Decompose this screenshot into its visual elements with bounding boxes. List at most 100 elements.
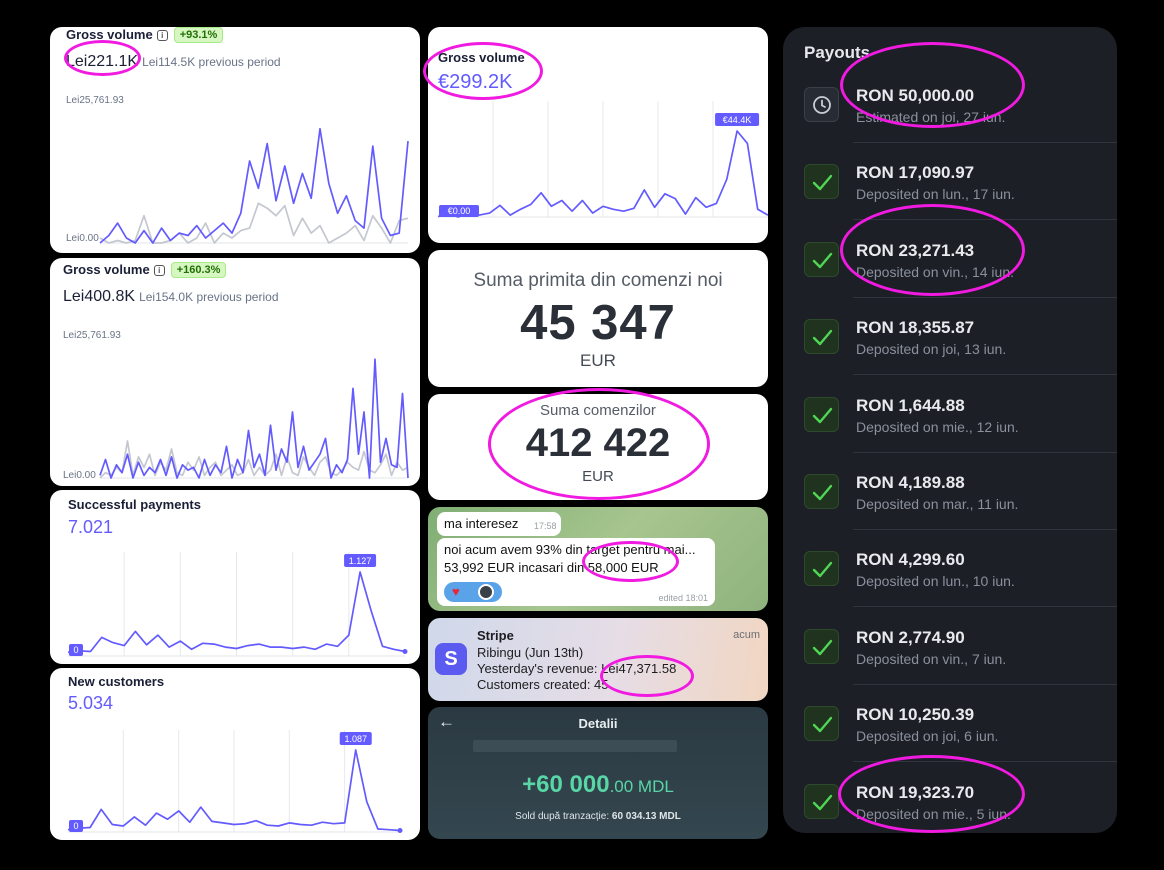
end-point [402, 649, 408, 655]
change-badge: +93.1% [173, 27, 224, 43]
stripe-logo-icon: S [435, 643, 467, 675]
y-min-label: Lei0.00 [63, 470, 96, 481]
gross-volume-card-2[interactable]: Gross volume i +160.3% Lei400.8K Lei154.0K … [50, 258, 420, 486]
payout-amount: RON 1,644.88 [856, 395, 965, 415]
check-icon [804, 474, 839, 509]
clock-icon [804, 87, 839, 122]
svg-text:0: 0 [73, 645, 78, 655]
check-icon [804, 628, 839, 664]
sum-new-currency: EUR [580, 351, 616, 370]
previous-period: Lei154.0K previous period [139, 290, 279, 304]
series-line-customers [67, 749, 401, 832]
payout-amount: RON 23,271.43 [856, 240, 975, 260]
chat-message-1: ma interesez [444, 516, 519, 531]
gross-volume-eur-card[interactable]: Gross volume €299.2K €44.4K €0.00 [428, 27, 768, 243]
sum-new-value: 45 347 [520, 296, 676, 350]
row-divider [853, 296, 1117, 298]
payout-status: Estimated on joi, 27 iun. [856, 109, 1006, 125]
payout-row[interactable]: RON 50,000.00 Estimated on joi, 27 iun. [783, 66, 1117, 143]
new-customers-card[interactable]: New customers 5.034 1.087 0 [50, 668, 420, 840]
payout-status: Deposited on joi, 6 iun. [856, 728, 999, 745]
series-line-current [99, 358, 409, 479]
sum-orders-value: 412 422 [525, 421, 671, 465]
notification-line-2: Yesterday's revenue: Lei47,371.58 [477, 661, 677, 676]
check-icon [804, 241, 839, 277]
payout-row[interactable]: RON 18,355.87 Deposited on joi, 13 iun. [783, 298, 1117, 376]
payout-status: Deposited on mar., 11 iun. [856, 496, 1019, 512]
chat-time-1: 17:58 [534, 521, 557, 531]
payout-amount: RON 17,090.97 [856, 163, 975, 183]
y-max-label: Lei25,761.93 [63, 330, 121, 341]
card-title: Gross volume i +160.3% [63, 262, 227, 278]
payout-row[interactable]: RON 1,644.88 Deposited on mie., 12 iun. [783, 376, 1117, 453]
sum-new-title: Suma primita din comenzi noi [473, 270, 723, 291]
payout-row[interactable]: RON 2,774.90 Deposited on vin., 7 iun. [783, 608, 1117, 685]
payout-row[interactable]: RON 17,090.97 Deposited on lun., 17 iun. [783, 143, 1117, 221]
stripe-notification[interactable]: S Stripe acum Ribingu (Jun 13th) Yesterd… [428, 618, 768, 701]
svg-text:0: 0 [73, 821, 78, 831]
bank-title: Detalii [578, 716, 618, 731]
payout-row[interactable]: RON 19,323.70 Deposited on mie., 5 iun. [783, 763, 1117, 833]
payout-amount: RON 19,323.70 [856, 782, 975, 802]
row-divider [853, 761, 1117, 763]
payout-amount: RON 2,774.90 [856, 627, 965, 647]
info-icon[interactable]: i [153, 265, 165, 276]
series-line-current [99, 127, 409, 244]
payout-status: Deposited on lun., 17 iun. [856, 186, 1015, 203]
payouts-panel[interactable]: Payouts RON 50,000.00 Estimated on joi, 2… [783, 27, 1117, 833]
reaction-pill[interactable]: ♥ [444, 582, 502, 602]
chat-bubble-2[interactable]: noi acum avem 93% din target pentru mai.… [437, 538, 715, 606]
notification-line-1: Ribingu (Jun 13th) [477, 645, 584, 660]
svg-text:1.087: 1.087 [344, 734, 367, 744]
row-divider [853, 219, 1117, 221]
info-icon[interactable]: i [156, 30, 168, 41]
bank-amount-decimals: .00 MDL [609, 777, 674, 796]
sum-orders-card: Suma comenzilor 412 422 EUR [428, 394, 768, 500]
gross-eur-chart[interactable]: €44.4K €0.00 [428, 27, 768, 243]
payout-status: Deposited on joi, 13 iun. [856, 341, 1007, 358]
avatar [478, 584, 494, 600]
chat-message-2-line2: 53,992 EUR incasari din 58,000 EUR [444, 560, 659, 575]
balance-value: 60 034.13 MDL [611, 811, 681, 822]
payments-chart[interactable]: 1.127 0 [50, 490, 420, 664]
peak-label: 1.127 [344, 554, 377, 567]
svg-text:1.127: 1.127 [349, 556, 372, 566]
customers-chart[interactable]: 1.087 0 [50, 668, 420, 840]
row-divider [853, 142, 1117, 143]
series-line-previous [99, 202, 409, 244]
row-divider [853, 606, 1117, 608]
end-point [397, 827, 403, 833]
peak-label: €44.4K [715, 113, 760, 126]
card-title: New customers [68, 674, 165, 689]
payout-row[interactable]: RON 4,189.88 Deposited on mar., 11 iun. [783, 453, 1117, 530]
notification-app: Stripe [477, 628, 514, 643]
y-min-label: Lei0.00 [66, 233, 99, 244]
gross-volume-chart-1[interactable] [50, 27, 420, 253]
payout-amount: RON 4,299.60 [856, 550, 965, 570]
change-badge: +160.3% [170, 262, 227, 278]
bank-balance-row: Sold după tranzacție: 60 034.13 MDL [428, 811, 768, 822]
gross-volume-chart-2[interactable] [50, 258, 420, 486]
check-icon [804, 706, 839, 742]
check-icon [804, 319, 839, 355]
check-icon [804, 783, 839, 819]
back-arrow-icon[interactable]: ← [438, 712, 455, 731]
chat-bubble-1[interactable]: ma interesez 17:58 [437, 512, 561, 536]
payout-row[interactable]: RON 4,299.60 Deposited on lun., 10 iun. [783, 530, 1117, 608]
sum-orders-currency: EUR [582, 468, 614, 485]
customers-value: 5.034 [68, 693, 114, 713]
successful-payments-card[interactable]: Successful payments 7.021 1.127 0 [50, 490, 420, 664]
start-label: 0 [69, 644, 83, 656]
heart-icon: ♥ [452, 584, 460, 599]
payout-row[interactable]: RON 10,250.39 Deposited on joi, 6 iun. [783, 685, 1117, 763]
gross-value: Lei400.8K [63, 288, 136, 305]
payout-row[interactable]: RON 23,271.43 Deposited on vin., 14 iun. [783, 221, 1117, 298]
sum-new-orders-card: Suma primita din comenzi noi 45 347 EUR [428, 250, 768, 387]
bank-amount: +60 000 [522, 771, 610, 798]
chat-message-2-line1: noi acum avem 93% din target pentru mai.… [444, 542, 696, 557]
gross-eur-value: €299.2K [438, 71, 513, 93]
check-icon [804, 551, 839, 587]
gross-volume-card-1[interactable]: Gross volume i +93.1% Lei221.1K Lei114.5K p… [50, 27, 420, 253]
redacted-bar [473, 740, 677, 752]
chat-edited-meta: edited 18:01 [658, 593, 708, 603]
